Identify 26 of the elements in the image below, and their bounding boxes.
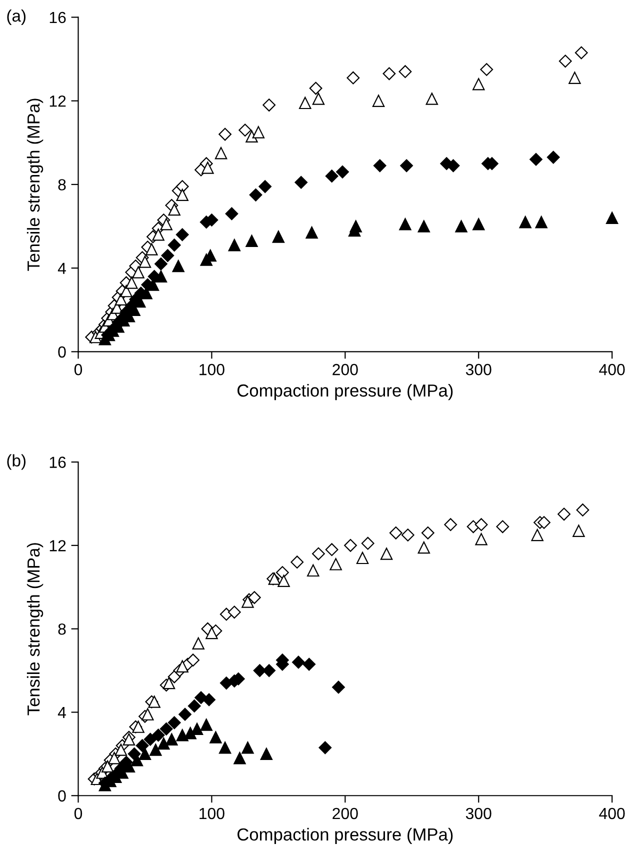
y-tick-label: 0	[58, 790, 66, 802]
y-tick-label: 0	[58, 346, 66, 358]
y-axis-title: Tensile strength (MPa)	[26, 98, 44, 271]
x-tick-label: 400	[599, 808, 625, 820]
y-tick-label: 16	[50, 12, 66, 24]
y-tick-label: 8	[58, 179, 66, 190]
x-tick-label: 100	[200, 364, 224, 376]
text: (a)	[7, 9, 26, 25]
x-axis-title: Compaction pressure (MPa)	[238, 384, 453, 400]
x-tick-label: 300	[466, 808, 492, 820]
x-tick-label: 400	[599, 364, 625, 376]
y-axis-title: Tensile strength (MPa)	[26, 543, 44, 716]
x-tick-label: 200	[332, 364, 358, 376]
y-tick-label: 12	[50, 540, 66, 552]
x-tick-label: 0	[74, 808, 82, 820]
x-axis-title: Compaction pressure (MPa)	[238, 828, 453, 844]
y-tick-label: 16	[50, 456, 66, 468]
y-tick-label: 4	[58, 707, 66, 718]
x-tick-label: 300	[466, 364, 492, 376]
y-tick-label: 8	[58, 623, 66, 635]
x-tick-label: 0	[74, 364, 82, 376]
x-tick-label: 100	[200, 808, 224, 820]
x-tick-label: 200	[332, 808, 358, 820]
y-tick-label: 4	[58, 262, 66, 274]
y-tick-label: 12	[50, 95, 66, 107]
text: (b)	[7, 454, 26, 470]
